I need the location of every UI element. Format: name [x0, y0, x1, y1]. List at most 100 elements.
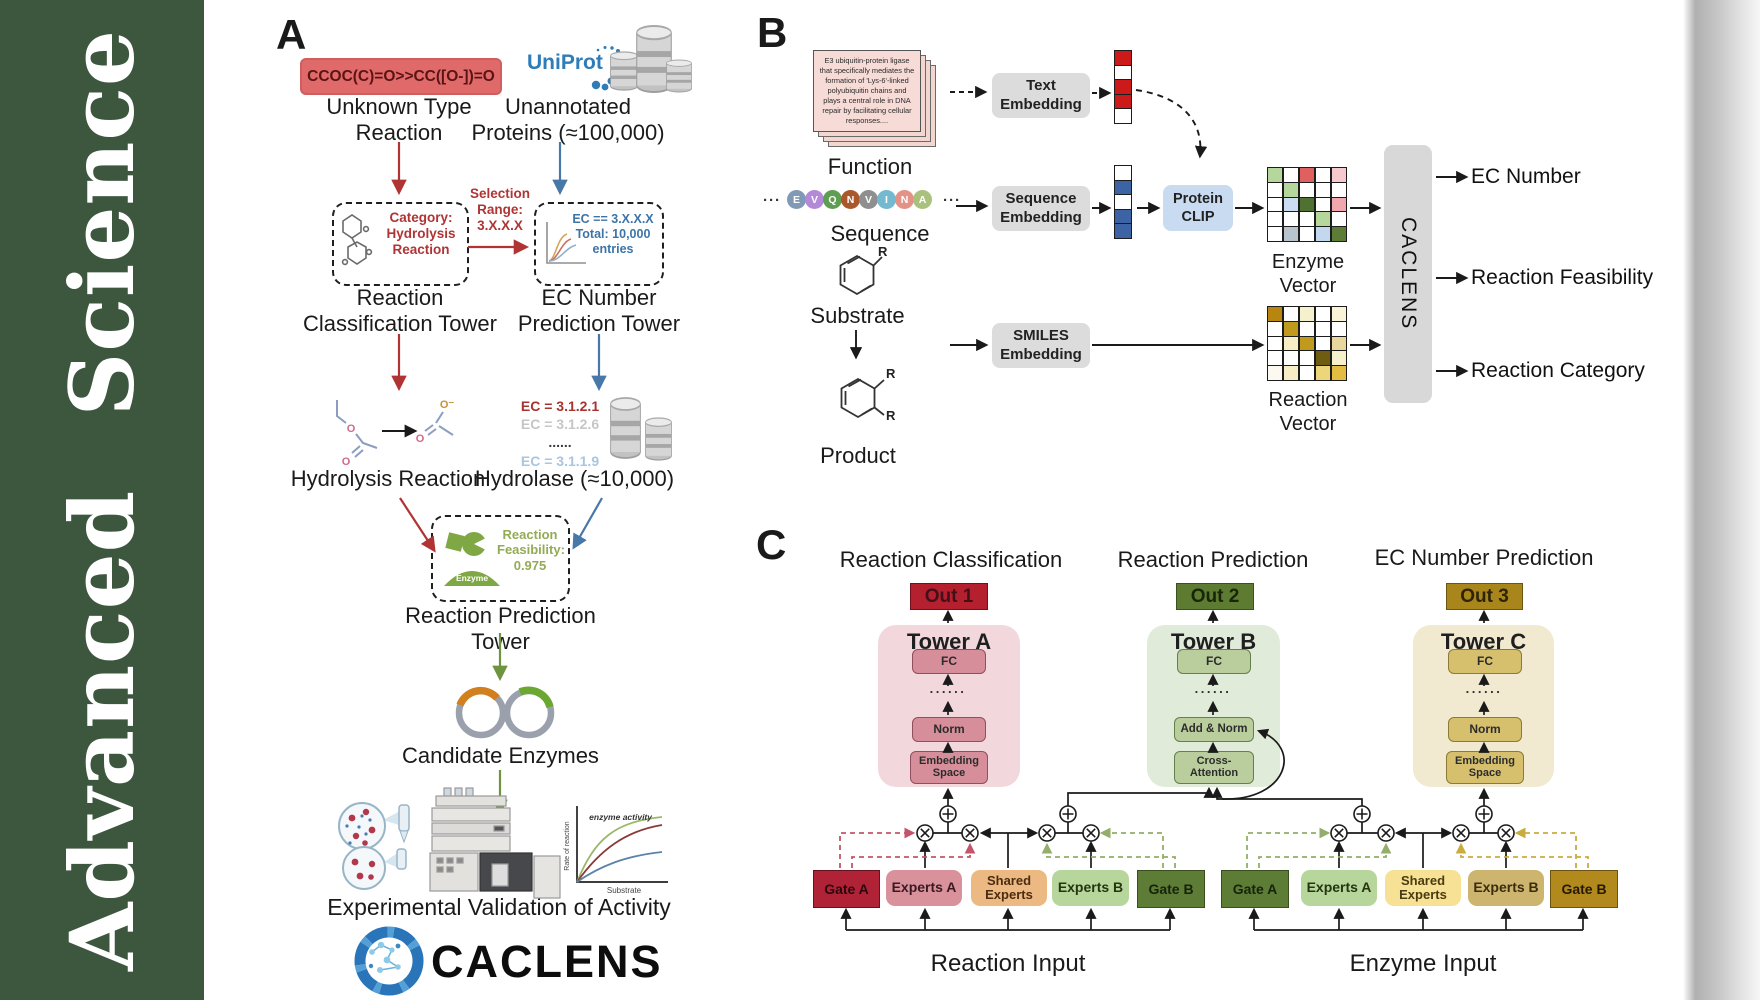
unknown-type-label: Unknown Type Reaction	[326, 94, 472, 145]
header-reaction-classification: Reaction Classification	[839, 547, 1063, 572]
tower-c-norm: Norm	[1448, 717, 1522, 742]
tower-a-norm: Norm	[912, 717, 986, 742]
protein-clip-box: Protein CLIP	[1163, 185, 1233, 231]
out1-box: Out 1	[910, 583, 988, 610]
output-ec-number: EC Number	[1471, 165, 1581, 188]
unannotated-label: Unannotated Proteins (≈100,000)	[471, 94, 665, 145]
smiles-embedding-box: SMILES Embedding	[992, 323, 1090, 368]
sequence-ellipsis-right: ···	[943, 192, 961, 209]
reaction-experts-b: Experts B	[1052, 870, 1129, 906]
hydrolase-label: Hydrolase (≈10,000)	[474, 466, 675, 491]
uniprot-wordmark: UniProt	[527, 51, 603, 74]
substrate-label: Substrate	[810, 303, 905, 328]
panel-a-label: A	[276, 11, 307, 58]
caclens-bar: CACLENS	[1384, 145, 1432, 403]
output-reaction-feasibility: Reaction Feasibility	[1471, 266, 1654, 289]
product-r-label-top: R	[886, 366, 896, 381]
hydrolysis-molecules-icon: O O O⁻ O	[336, 399, 455, 468]
classification-tower-label: Reaction Classification Tower	[302, 285, 497, 336]
reaction-experts-a: Experts A	[886, 870, 962, 906]
database-stack-icon	[609, 397, 673, 461]
enzyme-experts-b: Experts B	[1468, 870, 1544, 906]
substrate-molecule-icon	[839, 254, 883, 296]
panel-b-label: B	[757, 9, 788, 56]
substrate-r-label: R	[878, 244, 888, 259]
atom-o-minus: O⁻	[440, 399, 455, 411]
sequence-ellipsis-left: ···	[763, 192, 781, 209]
tower-b-add-norm: Add & Norm	[1174, 717, 1254, 742]
operator-nodes	[916, 805, 1515, 842]
reaction-prediction-box	[431, 515, 570, 602]
reaction-input-label: Reaction Input	[930, 950, 1086, 977]
atom-o: O	[347, 423, 356, 435]
tower-b-dots: ......	[1194, 681, 1232, 696]
caclens-logo-icon	[354, 926, 424, 996]
enzyme-vector-label: Enzyme Vector	[1271, 251, 1345, 297]
atom-o: O	[416, 433, 425, 445]
caclens-wordmark: CACLENS	[431, 936, 663, 987]
category-text: Category: Hydrolysis Reaction	[386, 210, 456, 257]
validation-label: Experimental Validation of Activity	[327, 894, 671, 920]
plasmid-icons	[455, 686, 555, 739]
tower-a-embedding: Embedding Space	[910, 751, 988, 784]
tower-b-fc: FC	[1177, 649, 1251, 674]
out2-box: Out 2	[1176, 583, 1254, 610]
tower-a-dots: ......	[929, 681, 967, 696]
enzyme-gate-b: Gate B	[1550, 870, 1618, 908]
product-r-label-bottom: R	[886, 408, 896, 423]
enzyme-vector-grid	[1267, 167, 1348, 242]
tower-c-embedding: Embedding Space	[1446, 751, 1524, 784]
enzyme-experts-a: Experts A	[1301, 870, 1377, 906]
hydrolysis-label: Hydrolysis Reaction	[290, 466, 486, 491]
microscopy-icons	[338, 802, 410, 890]
product-label: Product	[820, 443, 896, 468]
function-card-text: E3 ubiquitin-protein ligase that specifi…	[819, 56, 915, 125]
output-reaction-category: Reaction Category	[1471, 359, 1645, 382]
database-stack-icon	[609, 25, 692, 93]
tower-c-fc: FC	[1448, 649, 1522, 674]
feasibility-text: Reaction Feasibility: 0.975	[497, 527, 565, 573]
ec-box-text: EC == 3.X.X.X Total: 10,000 entries	[572, 212, 654, 256]
gate-dashed-routes	[839, 827, 1589, 868]
sequence-embedding-box: Sequence Embedding	[992, 186, 1090, 231]
text-embedding-vector	[1114, 50, 1132, 125]
reaction-classification-box	[332, 202, 469, 286]
reaction-vector-label: Reaction Vector	[1268, 389, 1348, 435]
sequence-embedding-vector	[1114, 165, 1132, 240]
enzyme-shared-experts: Shared Experts	[1385, 870, 1461, 906]
tower-a-fc: FC	[912, 649, 986, 674]
header-ec-number-prediction: EC Number Prediction	[1374, 545, 1594, 570]
reaction-gate-b: Gate B	[1137, 870, 1205, 908]
product-molecule-icon	[840, 377, 885, 419]
tower-b-cross-attention: Cross- Attention	[1174, 751, 1254, 784]
enzyme-gate-a: Gate A	[1221, 870, 1289, 908]
function-card: E3 ubiquitin-protein ligase that specifi…	[813, 50, 921, 132]
hplc-instrument-icon	[429, 787, 561, 899]
sequence-label: Sequence	[830, 221, 930, 246]
out3-box: Out 3	[1446, 583, 1523, 610]
reaction-shared-experts: Shared Experts	[971, 870, 1047, 906]
ec-number-list: EC = 3.1.2.1 EC = 3.1.2.6...... EC = 3.1.1…	[520, 398, 600, 469]
journal-title: Advanced Science	[50, 29, 154, 971]
page-edge-shadow	[1683, 0, 1760, 1000]
caclens-bar-label: CACLENS	[1397, 217, 1420, 331]
panel-c-label: C	[756, 521, 787, 568]
kinetics-graph-icon: enzyme activity Substrate Rate of reacti…	[564, 806, 668, 895]
prediction-tower-label: Reaction Prediction Tower	[405, 603, 596, 654]
reaction-gate-a: Gate A	[813, 870, 880, 908]
function-label: Function	[827, 154, 913, 179]
selection-range-label: Selection Range: 3.X.X.X	[469, 186, 531, 233]
ec-tower-label: EC Number Prediction Tower	[517, 285, 681, 336]
text-embedding-box: Text Embedding	[992, 73, 1090, 118]
smiles-reaction-text: CCOC(C)=O>>CC([O-])=O	[307, 67, 495, 85]
tower-c-dots: ......	[1465, 681, 1503, 696]
enzyme-input-label: Enzyme Input	[1349, 950, 1497, 977]
graph-ylabel: Rate of reaction	[564, 821, 571, 871]
reaction-vector-grid	[1267, 306, 1348, 381]
ec-prediction-box	[534, 202, 664, 286]
journal-sidebar: Advanced Science	[0, 0, 204, 1000]
curve-label: enzyme activity	[589, 812, 653, 822]
